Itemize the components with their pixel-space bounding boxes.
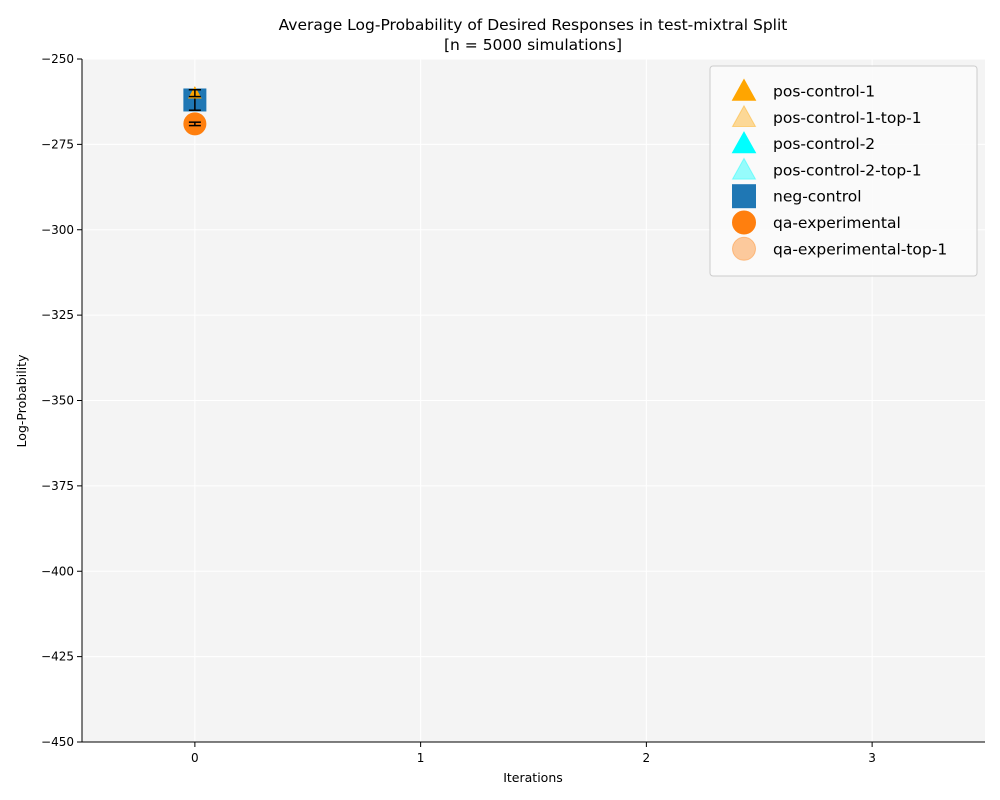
legend-marker-pos-control-1 [731, 78, 757, 101]
legend-label: pos-control-1 [773, 83, 875, 101]
x-tick-label: 3 [868, 751, 876, 765]
legend-marker-qa-experimental [732, 210, 756, 235]
data-marks [183, 86, 207, 136]
x-tick-label: 1 [417, 751, 425, 765]
legend: pos-control-1 pos-control-1-top-1 pos-cont… [709, 65, 978, 277]
chart-subtitle: [n = 5000 simulations] [444, 36, 622, 54]
y-tick-label: −350 [41, 394, 74, 408]
legend-label: pos-control-1-top-1 [773, 109, 922, 127]
chart-title: Average Log-Probability of Desired Respo… [279, 16, 788, 34]
y-tick-label: −300 [41, 223, 74, 237]
y-tick-label: −450 [41, 735, 74, 749]
x-ticks: 0 1 2 3 [191, 742, 876, 765]
legend-marker-pos-control-2-top-1 [731, 157, 757, 180]
x-axis-label: Iterations [503, 770, 563, 785]
y-tick-label: −400 [41, 564, 74, 578]
y-tick-label: −375 [41, 479, 74, 493]
legend-label: qa-experimental [773, 214, 901, 232]
legend-marker-qa-experimental-top-1 [732, 236, 756, 261]
y-axis-label: Log-Probability [14, 354, 29, 448]
y-ticks: −250 −275 −300 −325 −350 −375 −400 −425 −450 [41, 52, 82, 749]
legend-marker-pos-control-1-top-1 [731, 104, 757, 127]
y-tick-label: −425 [41, 650, 74, 664]
y-tick-label: −275 [41, 137, 74, 151]
x-tick-label: 0 [191, 751, 199, 765]
legend-frame [709, 65, 978, 277]
x-tick-label: 2 [643, 751, 651, 765]
y-tick-label: −250 [41, 52, 74, 66]
legend-marker-pos-control-2 [731, 131, 757, 154]
legend-marker-neg-control [732, 184, 756, 209]
legend-label: neg-control [773, 188, 862, 206]
legend-label: pos-control-2 [773, 135, 875, 153]
legend-label: pos-control-2-top-1 [773, 161, 922, 179]
legend-label: qa-experimental-top-1 [773, 240, 947, 258]
y-tick-label: −325 [41, 308, 74, 322]
grid [82, 58, 985, 743]
